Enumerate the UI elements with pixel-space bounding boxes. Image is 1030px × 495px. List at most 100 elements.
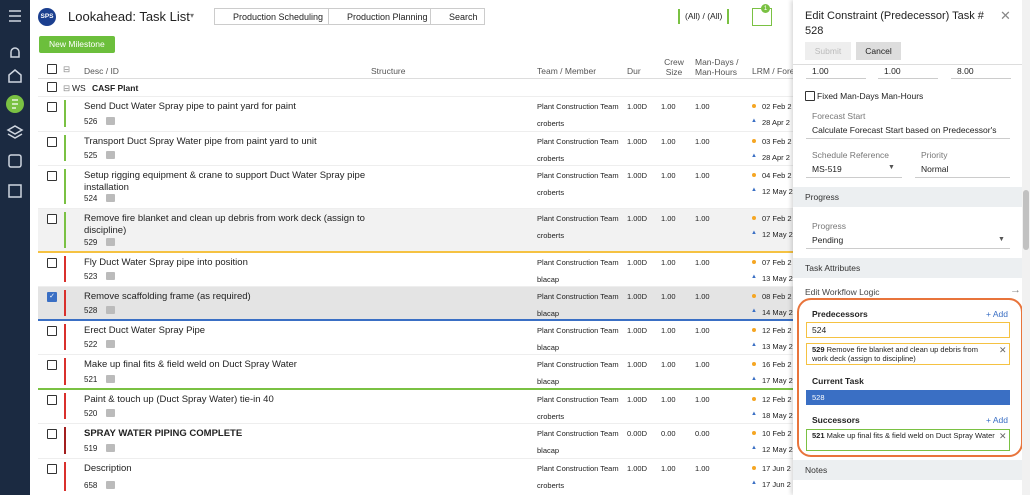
- task-desc[interactable]: Fly Duct Water Spray pipe into position: [84, 257, 248, 268]
- crew-size: 1.00: [661, 171, 676, 180]
- row[interactable]: [38, 458, 793, 495]
- comment-icon[interactable]: [106, 481, 115, 489]
- col-header[interactable]: Desc / ID: [84, 66, 119, 76]
- remove-button[interactable]: ✕: [999, 345, 1007, 355]
- comment-icon[interactable]: [106, 409, 115, 417]
- field-value[interactable]: 1.00: [812, 66, 829, 76]
- close-button[interactable]: ✕: [1000, 8, 1011, 23]
- new-milestone-button[interactable]: New Milestone: [39, 36, 115, 53]
- row-checkbox[interactable]: [47, 102, 57, 112]
- scroll-thumb[interactable]: [1023, 190, 1029, 250]
- successors-title: Successors: [812, 415, 860, 425]
- cancel-button[interactable]: Cancel: [856, 42, 901, 60]
- row-checkbox[interactable]: [47, 464, 57, 474]
- nav-button[interactable]: Production Scheduling: [214, 8, 331, 25]
- task-desc[interactable]: SPRAY WATER PIPING COMPLETE: [84, 428, 243, 439]
- row-checkbox[interactable]: [47, 360, 57, 370]
- workflow-arrow[interactable]: →: [1010, 284, 1021, 296]
- nav-button[interactable]: Search: [430, 8, 485, 25]
- comment-icon[interactable]: [106, 194, 115, 202]
- comment-icon[interactable]: [106, 306, 115, 314]
- select-value[interactable]: Calculate Forecast Start based on Predec…: [812, 125, 997, 135]
- duration: 1.00D: [627, 137, 648, 146]
- task-desc[interactable]: Send Duct Water Spray pipe to paint yard…: [84, 101, 296, 112]
- workflow-link[interactable]: Edit Workflow Logic: [805, 287, 880, 297]
- scrollbar[interactable]: [1022, 0, 1030, 495]
- task-desc[interactable]: Paint & touch up (Duct Spray Water) tie-…: [84, 394, 274, 405]
- dropdown-arrow[interactable]: ▼: [998, 236, 1005, 243]
- predecessor-input[interactable]: 524: [806, 322, 1010, 338]
- row[interactable]: [38, 165, 793, 208]
- row[interactable]: [38, 423, 793, 458]
- select-value[interactable]: Pending: [812, 235, 844, 245]
- row-checkbox[interactable]: [47, 137, 57, 147]
- section-header[interactable]: Task Attributes: [793, 258, 1022, 278]
- section-header[interactable]: Notes: [793, 460, 1022, 480]
- row-checkbox[interactable]: [47, 395, 57, 405]
- row-checkbox[interactable]: [47, 258, 57, 268]
- title-dropdown[interactable]: ▾: [190, 11, 195, 20]
- row[interactable]: [38, 96, 793, 131]
- member: blacap: [537, 446, 560, 455]
- col-header[interactable]: Team / Member: [537, 66, 597, 76]
- task-desc[interactable]: Description: [84, 463, 132, 474]
- col-header[interactable]: Crew Size: [664, 57, 684, 77]
- section-header[interactable]: Progress: [793, 187, 1022, 207]
- nav-button[interactable]: Production Planning: [328, 8, 435, 25]
- logo[interactable]: SPS: [38, 8, 56, 26]
- col-header[interactable]: Structure: [371, 66, 406, 76]
- add-predecessor[interactable]: + Add: [986, 309, 1008, 319]
- task-desc[interactable]: Remove scaffolding frame (as required): [84, 291, 251, 302]
- row[interactable]: [38, 354, 793, 389]
- comment-icon[interactable]: [106, 375, 115, 383]
- status-bar: [64, 290, 66, 316]
- select-value[interactable]: Normal: [921, 164, 949, 174]
- predecessor-item[interactable]: 529 Remove fire blanket and clean up deb…: [806, 343, 1010, 365]
- comment-icon[interactable]: [106, 117, 115, 125]
- row-checkbox[interactable]: ✓: [47, 292, 57, 302]
- row-checkbox[interactable]: [47, 214, 57, 224]
- row-checkbox[interactable]: [47, 171, 57, 181]
- comment-icon[interactable]: [106, 272, 115, 280]
- task-desc[interactable]: Setup rigging equipment & crane to suppo…: [84, 170, 366, 193]
- comment-icon[interactable]: [106, 340, 115, 348]
- select-all[interactable]: [47, 64, 57, 74]
- crew-size: 1.00: [661, 102, 676, 111]
- comment-icon[interactable]: [106, 151, 115, 159]
- col-header[interactable]: Man-Days / Man-Hours: [695, 57, 739, 77]
- lrm-date: 16 Feb 2: [762, 360, 792, 369]
- add-successor[interactable]: + Add: [986, 415, 1008, 425]
- collapse-all[interactable]: ⊟: [63, 64, 71, 74]
- row[interactable]: [38, 131, 793, 165]
- task-id: 520: [84, 409, 98, 418]
- group-toggle[interactable]: ⊟: [63, 83, 71, 93]
- task-desc[interactable]: Make up final fits & field weld on Duct …: [84, 359, 297, 370]
- filter[interactable]: (All) / (All): [678, 9, 730, 24]
- row[interactable]: [38, 208, 793, 252]
- task-desc[interactable]: Erect Duct Water Spray Pipe: [84, 325, 206, 336]
- row[interactable]: [38, 286, 793, 320]
- field-value[interactable]: 8.00: [957, 66, 974, 76]
- dropdown-arrow[interactable]: ▼: [888, 164, 895, 171]
- current-task[interactable]: 528: [806, 390, 1010, 405]
- col-header[interactable]: Dur: [627, 66, 641, 76]
- comment-icon[interactable]: [106, 444, 115, 452]
- row-checkbox[interactable]: [47, 429, 57, 439]
- col-header[interactable]: LRM / Forec: [752, 66, 799, 76]
- submit-button[interactable]: Submit: [805, 42, 851, 60]
- row[interactable]: [38, 252, 793, 286]
- field-value[interactable]: 1.00: [884, 66, 901, 76]
- successor-item[interactable]: 521 Make up final fits & field weld on D…: [806, 429, 1010, 451]
- group-checkbox[interactable]: [47, 82, 57, 92]
- forecast-marker: ▲: [751, 308, 757, 314]
- remove-button[interactable]: ✕: [999, 431, 1007, 441]
- task-desc[interactable]: Remove fire blanket and clean up debris …: [84, 213, 365, 236]
- team: Plant Construction Team: [537, 214, 619, 223]
- lrm-date: 02 Feb 2: [762, 102, 792, 111]
- task-desc[interactable]: Transport Duct Spray Water pipe from pai…: [84, 136, 317, 147]
- fixed-checkbox[interactable]: [805, 91, 815, 101]
- select-value[interactable]: MS-519: [812, 164, 842, 174]
- row-checkbox[interactable]: [47, 326, 57, 336]
- member: blacap: [537, 309, 560, 318]
- comment-icon[interactable]: [106, 238, 115, 246]
